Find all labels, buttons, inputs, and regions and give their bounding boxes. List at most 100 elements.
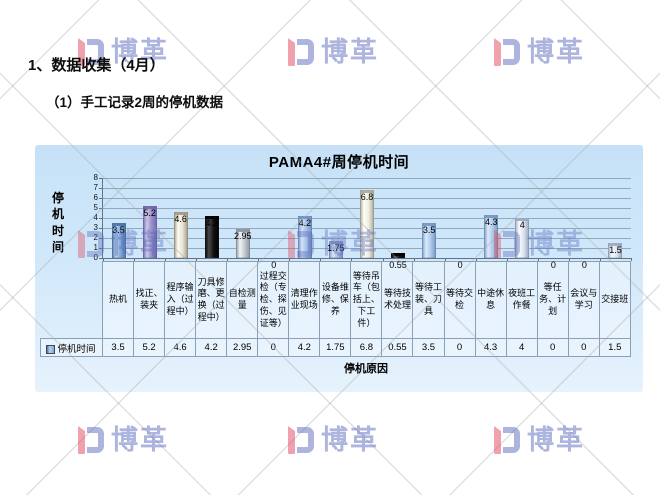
bar-top-cap [142, 206, 157, 209]
table-corner-cell [41, 262, 103, 339]
brand-watermark-text: 博革 [527, 424, 585, 455]
bar [360, 190, 374, 258]
gridline [103, 178, 631, 179]
table-header-row: 热机 找正、装夹 程序输入（过程中） 刀具修磨、更换（过程中） 自检测量 过程交检（专检、… [41, 261, 631, 339]
bar-value-label: 1.5 [609, 245, 622, 255]
brand-logo-icon [494, 424, 521, 456]
category-header-cell: 等待吊车（包括上、下工件） [350, 261, 383, 339]
bar-value-label: 4.2 [205, 218, 218, 228]
value-cell: 1.75 [319, 338, 352, 357]
bar-value-label: 0 [550, 260, 556, 270]
category-header-cell: 会议与学习 [567, 261, 600, 339]
x-axis-tick [631, 258, 632, 261]
brand-watermark-text: 博革 [111, 424, 169, 455]
brand-watermark: 博革 [494, 424, 585, 456]
value-cell: 4 [505, 338, 538, 357]
x-axis-tick [537, 258, 539, 261]
category-header-cell: 交接班 [598, 261, 631, 339]
x-axis-tick [382, 258, 384, 261]
series-legend-cell: 停机时间 [40, 338, 103, 357]
category-header-cell: 夜班工作餐 [505, 261, 538, 339]
x-axis-tick [103, 258, 104, 261]
brand-watermark-text: 博革 [321, 36, 379, 67]
brand-watermark: 博革 [288, 36, 379, 68]
value-cell: 2.95 [226, 338, 259, 357]
value-cell: 0 [443, 338, 476, 357]
gridline [103, 188, 631, 189]
brand-watermark: 博革 [494, 36, 585, 68]
x-axis-title: 停机原因 [344, 363, 388, 375]
brand-logo-icon [78, 424, 105, 456]
bar [391, 252, 406, 258]
x-axis-tick [568, 258, 570, 261]
brand-logo-icon [494, 36, 521, 68]
bar [608, 243, 623, 258]
value-cell: 0.55 [381, 338, 414, 357]
bar [173, 212, 188, 258]
category-header-cell: 刀具修磨、更换（过程中） [195, 261, 228, 339]
category-header-cell: 等待工装、刀具 [412, 261, 445, 339]
bar-top-cap [360, 190, 374, 193]
bar-value-label: 4.6 [174, 214, 187, 224]
bar-value-label: 3.5 [112, 225, 125, 235]
value-cell: 0 [257, 338, 290, 357]
value-cell: 3.5 [412, 338, 445, 357]
bar [297, 216, 312, 258]
bar-top-cap [391, 252, 406, 256]
bar [235, 228, 250, 258]
brand-watermark-text: 博革 [527, 36, 585, 67]
y-tick-label: 0 [93, 253, 98, 262]
plot-area: 0 1 2 3 4 5 6 7 8 3.5 5.2 4.6 4.2 2.95 0 4.2 1.75 6.8 0.55… [94, 174, 632, 270]
value-cell: 4.6 [164, 338, 197, 357]
y-tick-label: 2 [93, 233, 98, 242]
bar-top-cap [204, 216, 219, 219]
bar-top-cap [484, 215, 499, 218]
legend-key-icon [47, 345, 55, 353]
brand-logo-icon [288, 36, 315, 68]
x-axis-tick [444, 258, 446, 261]
y-tick-label: 8 [93, 173, 98, 182]
bar [422, 223, 437, 258]
page-title: 1、数据收集（4月） [28, 57, 165, 74]
bar-top-cap [422, 223, 437, 226]
downtime-bar-chart: PAMA4#周停机时间 停机时间 0 1 2 3 4 5 6 7 8 3.5 5.2 4.6 4.2 2.… [35, 145, 643, 392]
y-tick-label: 6 [93, 193, 98, 202]
page-subtitle: （1）手工记录2周的停机数据 [46, 95, 224, 110]
table-value-row: 停机时间 3.5 5.2 4.6 4.2 2.95 0 4.2 1.75 6.8 0.55 3.5 0 4… [40, 338, 631, 357]
bar [111, 223, 126, 258]
category-header-cell: 清理作业现场 [288, 261, 321, 339]
y-tick-label: 7 [93, 183, 98, 192]
bar-value-label: 4.2 [298, 218, 312, 228]
y-tick-label: 1 [93, 243, 98, 252]
value-cell: 4.3 [474, 338, 507, 357]
bar-value-label: 2.95 [233, 230, 252, 241]
bar [515, 218, 530, 258]
y-tick-label: 5 [93, 203, 98, 212]
x-axis-tick [506, 258, 508, 261]
category-header-cell: 等任务、计划 [536, 261, 569, 339]
x-axis-tick [599, 258, 601, 261]
x-axis-tick [289, 258, 291, 261]
x-axis-tick [475, 258, 477, 261]
chart-data-table: 热机 找正、装夹 程序输入（过程中） 刀具修磨、更换（过程中） 自检测量 过程交检（专检、… [40, 261, 631, 357]
category-header-cell: 热机 [101, 261, 135, 339]
y-axis-tick [99, 248, 103, 249]
y-axis-tick [99, 238, 103, 239]
bar-value-label: 4.3 [484, 217, 498, 227]
bar-value-label: 5.2 [143, 208, 156, 218]
bar [484, 215, 499, 258]
category-header-cell: 程序输入（过程中） [164, 261, 197, 339]
category-header-cell: 设备维修、保养 [319, 261, 352, 339]
category-header-cell: 等待技术处理 [381, 261, 414, 339]
chart-title: PAMA4#周停机时间 [268, 154, 410, 171]
y-axis-tick [99, 178, 103, 179]
category-header-cell: 找正、装夹 [133, 261, 166, 339]
x-axis-tick [196, 258, 198, 261]
y-axis-tick [99, 258, 103, 259]
bar-top-cap [608, 243, 623, 246]
bar-value-label: 4 [519, 220, 525, 230]
x-axis-tick [227, 258, 229, 261]
brand-logo-icon [288, 424, 315, 456]
value-cell: 0 [567, 338, 600, 357]
